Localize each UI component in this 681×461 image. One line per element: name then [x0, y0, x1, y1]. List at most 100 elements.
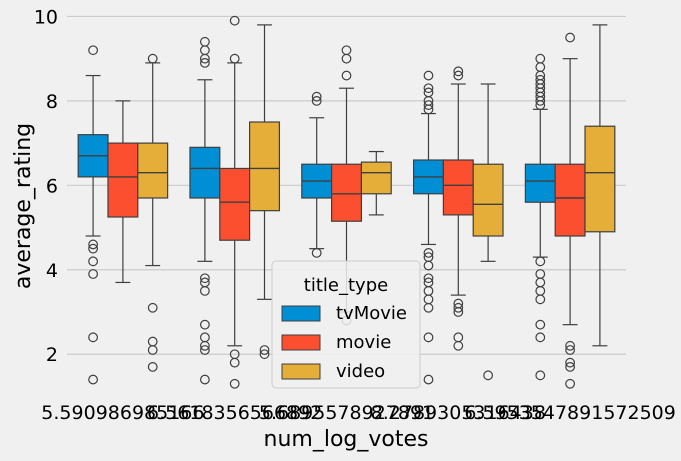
- legend: title_type tvMovie movie video: [271, 260, 421, 389]
- outlier-point: [535, 269, 546, 279]
- box-tvMovie: [77, 45, 109, 385]
- outlier-point: [259, 345, 270, 355]
- box-video: [249, 24, 281, 360]
- box-tvMovie: [524, 53, 556, 381]
- outlier-point: [199, 345, 210, 355]
- x-axis-label: num_log_votes: [264, 427, 429, 452]
- outlier-point: [199, 273, 210, 284]
- box-video: [584, 24, 616, 347]
- outlier-point: [341, 53, 352, 64]
- outlier-point: [147, 361, 158, 372]
- box-tvMovie: [301, 91, 333, 258]
- outlier-point: [147, 302, 158, 313]
- x-tick-label: 5.6895578927891: [259, 402, 434, 424]
- outlier-point: [88, 374, 98, 385]
- outlier-point: [423, 252, 434, 263]
- y-tick-label: 10: [34, 6, 58, 28]
- outlier-point: [423, 83, 434, 94]
- box-series: [77, 15, 616, 389]
- legend-swatch: [281, 305, 321, 322]
- outlier-point: [341, 45, 352, 56]
- y-tick-label: 8: [46, 91, 58, 113]
- outlier-point: [229, 378, 240, 389]
- box-movie: [442, 66, 474, 351]
- x-tick-label: 5.590986985166: [41, 402, 204, 424]
- outlier-point: [535, 53, 546, 64]
- outlier-point: [199, 374, 210, 385]
- outlier-point: [453, 302, 464, 313]
- outlier-point: [311, 247, 322, 258]
- outlier-point: [565, 378, 575, 389]
- box-movie: [554, 32, 586, 389]
- outlier-point: [535, 277, 546, 288]
- x-tick-label: 8.2789305316438: [371, 402, 546, 424]
- outlier-point: [453, 66, 464, 77]
- outlier-point: [423, 70, 434, 81]
- outlier-point: [423, 277, 434, 288]
- legend-frame: [271, 260, 421, 389]
- outlier-point: [88, 332, 98, 343]
- outlier-point: [423, 273, 434, 284]
- box-iqr: [137, 142, 169, 199]
- legend-swatch: [281, 334, 321, 351]
- outlier-point: [423, 87, 434, 98]
- box-tvMovie: [189, 36, 221, 385]
- outlier-point: [535, 294, 546, 305]
- outlier-point: [453, 340, 464, 351]
- outlier-point: [423, 374, 434, 385]
- box-movie: [219, 15, 251, 389]
- outlier-point: [453, 332, 464, 343]
- outlier-point: [147, 336, 158, 347]
- outlier-point: [199, 332, 210, 343]
- outlier-point: [565, 340, 575, 351]
- outlier-point: [565, 345, 575, 355]
- outlier-point: [88, 239, 98, 250]
- outlier-point: [535, 62, 546, 73]
- y-tick-label: 2: [46, 344, 58, 366]
- outlier-point: [229, 53, 240, 64]
- outlier-point: [199, 285, 210, 296]
- outlier-point: [565, 357, 575, 368]
- outlier-point: [199, 319, 210, 330]
- outlier-point: [423, 332, 434, 343]
- outlier-point: [565, 32, 575, 43]
- box-iqr: [219, 167, 251, 241]
- outlier-point: [229, 349, 240, 360]
- box-iqr: [330, 163, 363, 222]
- outlier-point: [199, 36, 210, 47]
- y-axis-label: average_rating: [11, 123, 36, 289]
- outlier-point: [259, 349, 270, 360]
- box-video: [360, 150, 392, 216]
- outlier-point: [88, 45, 98, 56]
- outlier-point: [483, 370, 494, 381]
- outlier-point: [423, 260, 434, 271]
- box-movie: [107, 100, 139, 284]
- outlier-point: [453, 298, 464, 309]
- outlier-point: [535, 285, 546, 296]
- box-iqr: [249, 121, 281, 212]
- outlier-point: [453, 70, 464, 81]
- box-iqr: [524, 163, 556, 203]
- y-tick-labels: 2 4 6 8 10: [34, 6, 58, 366]
- outlier-point: [423, 100, 434, 111]
- outlier-point: [535, 256, 546, 267]
- outlier-point: [423, 247, 434, 258]
- box-iqr: [107, 142, 139, 218]
- box-iqr: [360, 161, 392, 195]
- outlier-point: [311, 95, 322, 106]
- outlier-point: [341, 70, 352, 81]
- outlier-point: [565, 361, 575, 372]
- box-iqr: [554, 163, 586, 237]
- outlier-point: [88, 256, 98, 267]
- outlier-point: [147, 345, 158, 355]
- box-tvMovie: [412, 70, 444, 385]
- x-tick-labels: 5.5909869851666.56183565668925.689557892…: [41, 402, 676, 424]
- y-tick-label: 4: [46, 260, 58, 282]
- box-video: [137, 53, 169, 372]
- outlier-point: [88, 243, 98, 254]
- box-iqr: [584, 125, 616, 233]
- outlier-point: [311, 91, 322, 102]
- outlier-point: [229, 357, 240, 368]
- outlier-point: [229, 15, 240, 26]
